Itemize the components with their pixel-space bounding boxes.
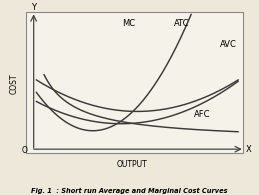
Text: Y: Y [31, 3, 36, 12]
Text: OUTPUT: OUTPUT [117, 160, 147, 169]
Text: X: X [246, 145, 251, 154]
Text: Fig. 1  : Short run Average and Marginal Cost Curves: Fig. 1 : Short run Average and Marginal … [31, 188, 228, 194]
Text: COST: COST [10, 74, 19, 95]
Bar [26, 12, 243, 153]
Text: O: O [22, 145, 27, 155]
Text: ATC: ATC [174, 19, 189, 28]
Text: MC: MC [122, 19, 135, 28]
Text: AVC: AVC [219, 40, 236, 49]
Text: AFC: AFC [194, 110, 210, 119]
